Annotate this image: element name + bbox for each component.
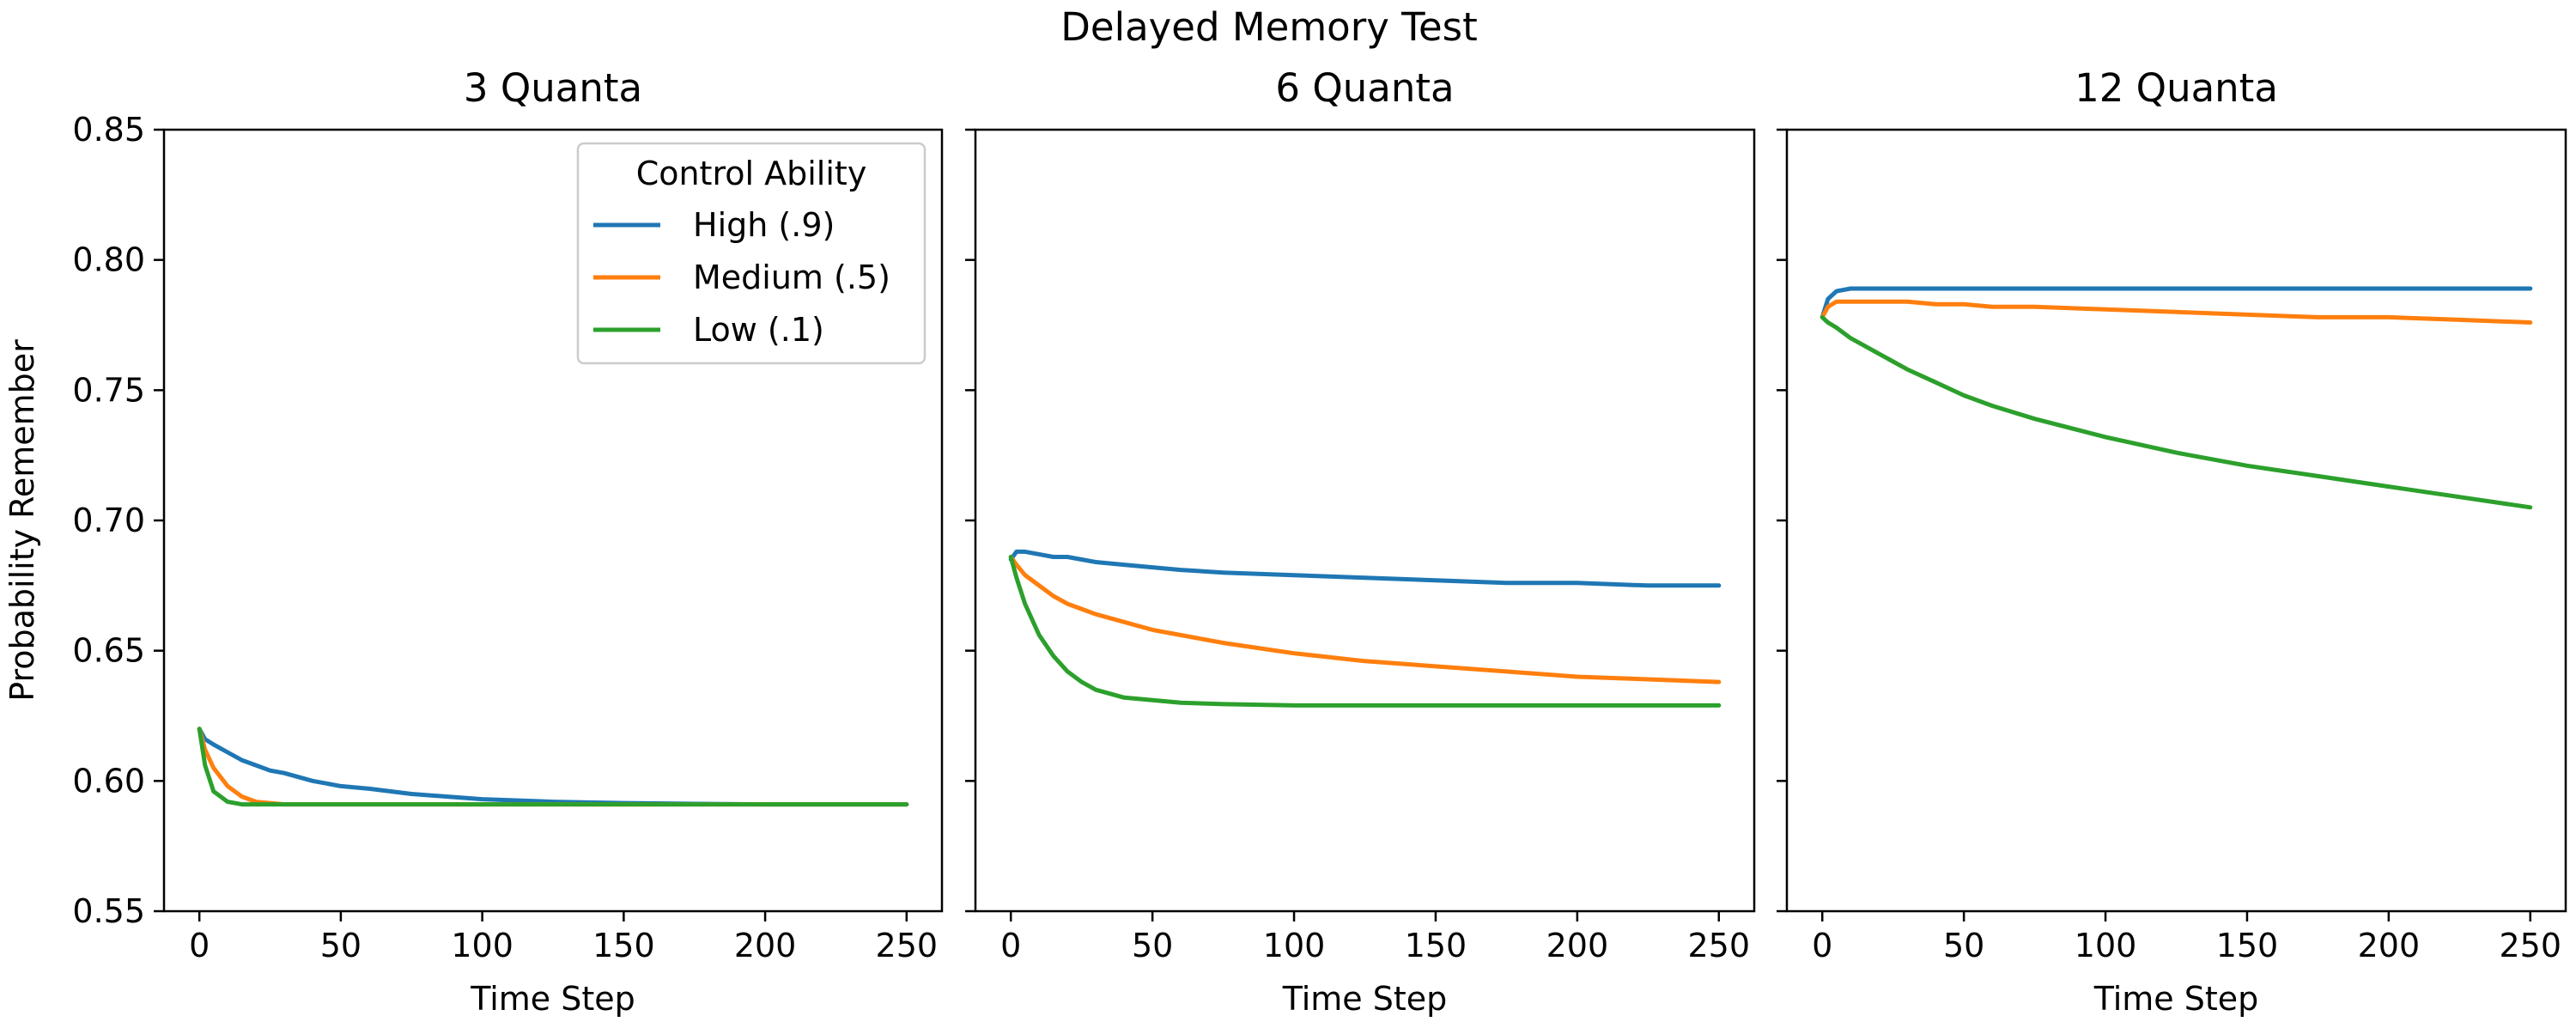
x-axis-label: Time Step xyxy=(1282,980,1448,1018)
x-tick-label: 200 xyxy=(1546,927,1609,964)
x-tick-label: 200 xyxy=(2358,927,2421,964)
y-tick-label: 0.60 xyxy=(72,762,145,800)
subplot-title: 6 Quanta xyxy=(1275,65,1454,111)
x-tick-label: 250 xyxy=(876,927,939,964)
x-tick-label: 0 xyxy=(1000,927,1021,964)
x-axis-label: Time Step xyxy=(2093,980,2259,1018)
x-tick-label: 200 xyxy=(734,927,797,964)
legend-label: High (.9) xyxy=(693,206,835,244)
y-tick-label: 0.65 xyxy=(72,632,145,670)
series-line-high xyxy=(1008,549,1722,588)
y-tick-label: 0.70 xyxy=(72,502,145,539)
x-tick-label: 100 xyxy=(451,927,513,964)
x-tick-label: 50 xyxy=(320,927,361,964)
series-line-high xyxy=(1820,286,2533,319)
y-tick-label: 0.85 xyxy=(72,111,145,149)
subplot-title: 3 Quanta xyxy=(464,65,642,111)
x-tick-label: 250 xyxy=(1688,927,1751,964)
series-line-medium xyxy=(1820,299,2533,325)
x-tick-label: 150 xyxy=(2216,927,2279,964)
series-line-medium xyxy=(1008,555,1722,684)
x-tick-label: 50 xyxy=(1943,927,1984,964)
x-tick-label: 250 xyxy=(2500,927,2562,964)
y-tick-label: 0.55 xyxy=(72,892,145,930)
legend-box xyxy=(576,142,927,365)
legend-title: Control Ability xyxy=(636,155,867,192)
x-tick-label: 0 xyxy=(189,927,210,964)
x-tick-label: 150 xyxy=(1405,927,1467,964)
subplot-1: 0 50 100 150 200 250 0.55 0.60 0.65 0.70 0.75 0.80 0… xyxy=(3,65,944,1018)
x-tick-label: 150 xyxy=(592,927,655,964)
series-line-low xyxy=(1008,555,1722,708)
subplot-3: 0 50 100 150 200 250 12 Quanta Time Step xyxy=(1777,65,2567,1018)
x-tick-label: 50 xyxy=(1132,927,1173,964)
legend-label: Low (.1) xyxy=(693,311,824,349)
legend: Control Ability High (.9) Medium (.5) Low (… xyxy=(576,142,927,365)
y-tick-label: 0.75 xyxy=(72,371,145,409)
y-axis-label: Probability Remember xyxy=(3,339,41,702)
x-axis-label: Time Step xyxy=(470,980,635,1018)
series-line-low xyxy=(1820,314,2533,510)
series-line-low xyxy=(197,727,909,807)
subplot-2: 0 50 100 150 200 250 6 Quanta Time Step xyxy=(965,65,1756,1018)
x-tick-label: 100 xyxy=(2075,927,2137,964)
x-tick-label: 100 xyxy=(1263,927,1326,964)
y-tick-label: 0.80 xyxy=(72,241,145,279)
legend-label: Medium (.5) xyxy=(693,258,890,296)
x-tick-label: 0 xyxy=(1812,927,1832,964)
figure-title: Delayed Memory Test xyxy=(1060,4,1478,50)
subplot-title: 12 Quanta xyxy=(2075,65,2278,111)
